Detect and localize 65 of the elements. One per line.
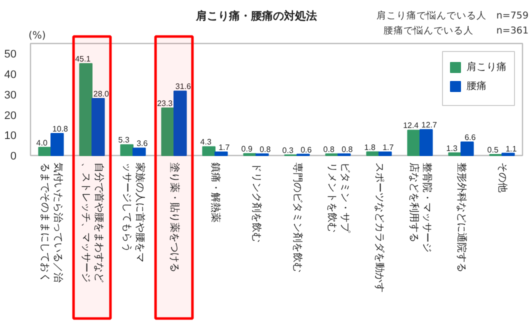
bar	[92, 98, 105, 156]
x-tick-label: 塗り薬・貼り薬をつける	[168, 162, 180, 272]
data-label: 45.1	[75, 54, 92, 64]
x-tick-label: その他	[496, 162, 508, 192]
data-label: 12.7	[421, 120, 438, 130]
x-tick-label: 気付いたら治っている／治るまでそのままにしておく	[38, 162, 64, 282]
legend-label: 肩こり痛	[466, 61, 506, 73]
data-label: 3.6	[136, 139, 148, 148]
data-label: 6.6	[464, 133, 476, 142]
bar	[132, 148, 146, 156]
y-tick-label: 0	[10, 150, 17, 162]
y-axis-title: (%)	[28, 30, 46, 42]
bar	[407, 130, 420, 156]
x-tick-label: ドリンク剤を飲む	[250, 162, 262, 242]
x-tick-label: スポーツなどカラダを動かす	[374, 162, 386, 292]
data-label: 12.4	[403, 121, 420, 130]
legend-label: 腰痛	[466, 80, 486, 92]
data-label: 1.3	[446, 144, 458, 153]
bar	[79, 63, 92, 156]
y-tick-label: 40	[4, 69, 17, 82]
data-label: 4.3	[200, 138, 212, 147]
data-label: 0.5	[487, 145, 499, 154]
bar	[448, 152, 462, 156]
data-label: 0.8	[260, 144, 272, 154]
bar	[50, 133, 64, 156]
bar	[38, 146, 52, 156]
bar	[214, 152, 228, 156]
data-label: 10.8	[52, 124, 68, 134]
data-label: 0.3	[282, 146, 294, 155]
data-label: 1.7	[382, 143, 394, 152]
bar	[161, 108, 174, 156]
data-label: 1.8	[364, 142, 376, 152]
y-tick-label: 50	[4, 48, 17, 61]
x-tick-label: 鎮痛・解熱薬	[210, 162, 222, 222]
data-label: 4.0	[36, 138, 48, 148]
data-label: 5.3	[118, 136, 130, 145]
data-label: 0.8	[342, 144, 354, 154]
bar	[366, 151, 380, 156]
data-label: 1.1	[506, 144, 518, 154]
x-tick-label: 専門のビタミン剤を飲む	[292, 162, 304, 272]
y-tick-label: 30	[4, 89, 17, 102]
bar	[460, 142, 474, 156]
x-tick-label: 自分で首や腰をまわすなど、ストレッチ、マッサージ	[80, 162, 106, 282]
data-label: 0.6	[300, 145, 312, 154]
data-label: 31.6	[175, 82, 192, 92]
data-label: 23.3	[157, 99, 174, 108]
data-label: 0.8	[323, 144, 335, 154]
x-tick-label: 整骨院・マッサージ店などを利用する	[408, 162, 434, 252]
data-label: 0.9	[241, 144, 253, 154]
data-label: 28.0	[93, 89, 110, 98]
bar	[378, 152, 392, 156]
bar	[174, 90, 187, 156]
data-label: 1.7	[218, 143, 230, 152]
chart-title: 肩こり痛・腰痛の対処法	[195, 10, 317, 22]
y-tick-label: 10	[4, 130, 17, 142]
x-tick-label: 家族の人に首や腰をマッサージしてもらう	[120, 162, 146, 262]
x-tick-label: ビタミン・サプリメントを飲む	[326, 162, 352, 234]
text: 腰痛で悩んでいる人 n=361	[383, 24, 529, 36]
x-tick-label: 整形外科などに通院する	[456, 162, 468, 272]
y-tick-label: 20	[4, 110, 17, 122]
text: 肩こり痛で悩んでいる人 n=759	[376, 10, 529, 22]
bar	[420, 129, 433, 156]
bar	[202, 146, 216, 156]
bar	[502, 152, 515, 156]
bar	[120, 144, 134, 156]
